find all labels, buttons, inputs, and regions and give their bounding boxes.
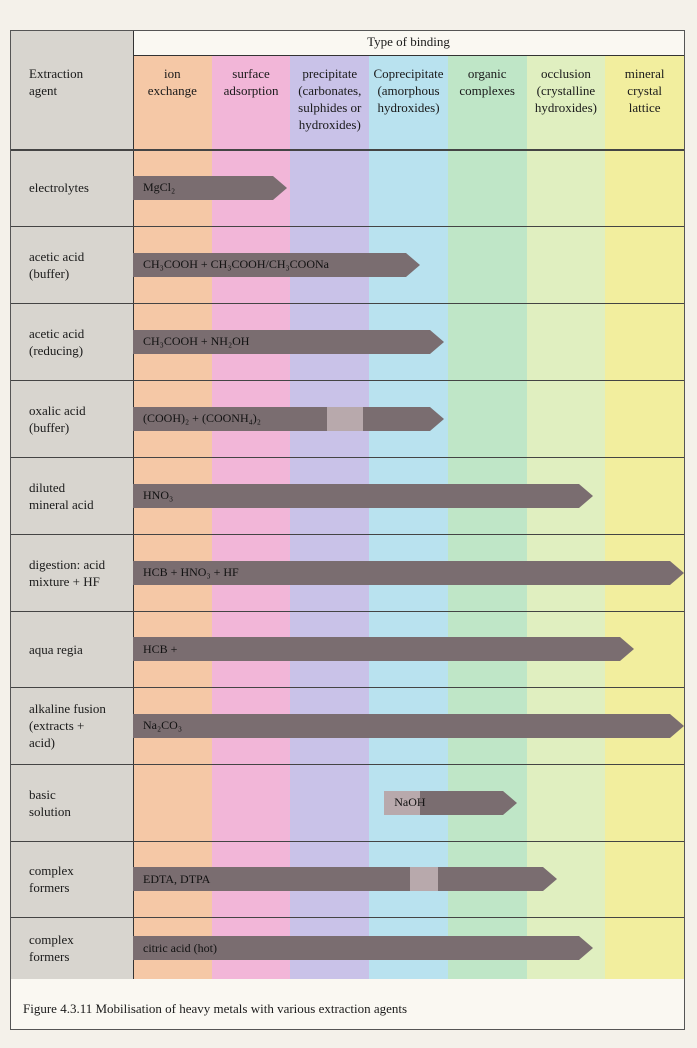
header-separator	[11, 149, 684, 151]
bar-arrow-tip	[405, 252, 420, 277]
extractant-formula: Na₂CO₃	[143, 718, 183, 732]
column-stripe	[290, 55, 370, 979]
row-separator	[11, 611, 684, 612]
extractant-formula: HCB + HNO₃ + HF	[143, 565, 239, 579]
bar-arrow-tip	[620, 637, 635, 661]
extractant-formula: NaOH	[394, 795, 426, 809]
extractant-formula: (COOH)₂ + (COONH₄)₂	[143, 411, 261, 425]
bar-arrow-tip	[273, 175, 288, 200]
extraction-agent-label: complex formers	[29, 863, 74, 895]
column-stripe	[211, 55, 291, 979]
agent-column-background	[11, 31, 133, 979]
extraction-agent-label: diluted mineral acid	[29, 479, 94, 512]
row-separator	[11, 457, 684, 458]
row-separator	[11, 226, 684, 227]
column-header: mineral crystal lattice	[624, 66, 665, 115]
bar-light-segment	[384, 790, 420, 815]
bar-arrow-tip	[430, 406, 445, 431]
extractant-formula: EDTA, DTPA	[143, 871, 211, 886]
binding-range-bar: HNO₃	[133, 483, 594, 508]
column-header: occlusion (crystalline hydroxides)	[534, 66, 597, 115]
binding-range-bar: NaOH	[384, 790, 518, 815]
binding-range-bar: (COOH)₂ + (COONH₄)₂	[133, 406, 445, 431]
extraction-agent-label: acetic acid (reducing)	[29, 325, 85, 358]
row-separator	[11, 764, 684, 765]
bar-arrow-tip	[579, 483, 594, 508]
column-stripe	[133, 55, 212, 979]
row-separator	[11, 841, 684, 842]
column-stripe	[605, 55, 684, 979]
column-stripe	[447, 55, 527, 979]
column-stripe	[369, 55, 448, 979]
column-header: precipitate (carbonates, sulphides or hydro…	[298, 66, 362, 132]
bar-arrow-tip	[579, 936, 594, 960]
column-header: ion exchange	[147, 66, 197, 98]
bar-arrow-tip	[670, 560, 684, 585]
figure-caption: Figure 4.3.11 Mobilisation of heavy meta…	[23, 1001, 408, 1016]
binding-range-bar: HCB + HNO₃ + HF	[133, 560, 684, 585]
binding-table: Type of binding Extraction agent ion excha…	[11, 31, 684, 979]
bar-arrow-tip	[670, 713, 684, 738]
row-separator	[11, 380, 684, 381]
binding-range-bar: Na₂CO₃	[133, 713, 684, 738]
row-separator	[11, 534, 684, 535]
extraction-agent-label: electrolytes	[29, 180, 89, 195]
column-header: organic complexes	[459, 66, 515, 98]
bar-light-segment	[410, 867, 439, 891]
extractant-formula: CH₃COOH + CH₃COOH/CH₃COONa	[143, 257, 329, 271]
bar-arrow-tip	[503, 790, 518, 815]
binding-range-bar: citric acid (hot)	[133, 936, 594, 960]
extraction-agent-label: aqua regia	[29, 641, 83, 657]
extractant-formula: HCB +	[143, 641, 178, 656]
bar-light-segment	[326, 406, 364, 431]
binding-range-bar: MgCl₂	[133, 175, 288, 200]
extraction-agent-header: Extraction agent	[29, 66, 84, 98]
column-stripe	[526, 55, 606, 979]
binding-range-bar: EDTA, DTPA	[133, 867, 558, 891]
header-divider	[133, 55, 684, 56]
extractant-formula: CH₃COOH + NH₂OH	[143, 334, 250, 348]
bar-arrow-tip	[430, 329, 445, 354]
figure: Type of binding Extraction agent ion excha…	[10, 30, 685, 1030]
row-separator	[11, 303, 684, 304]
extraction-agent-label: alkaline fusion (extracts + acid)	[29, 701, 106, 750]
column-header: surface adsorption	[223, 66, 279, 98]
extractant-formula: citric acid (hot)	[143, 940, 217, 955]
binding-range-bar: CH₃COOH + NH₂OH	[133, 329, 445, 354]
row-separator	[11, 687, 684, 688]
extractant-formula: MgCl₂	[143, 180, 176, 194]
row-separator	[11, 917, 684, 918]
extraction-agent-label: oxalic acid (buffer)	[29, 402, 86, 435]
type-of-binding-title: Type of binding	[367, 34, 450, 49]
extraction-agent-label: basic solution	[29, 786, 71, 819]
binding-range-bar: HCB +	[133, 637, 635, 661]
extraction-agent-label: digestion: acid mixture + HF	[29, 556, 106, 589]
bar-arrow-tip	[543, 867, 558, 891]
extraction-agent-label: complex formers	[29, 932, 74, 964]
extraction-agent-label: acetic acid (buffer)	[29, 248, 85, 281]
extractant-formula: HNO₃	[143, 488, 174, 502]
binding-range-bar: CH₃COOH + CH₃COOH/CH₃COONa	[133, 252, 420, 277]
column-header: Coprecipitate (amorphous hydroxides)	[373, 66, 444, 115]
